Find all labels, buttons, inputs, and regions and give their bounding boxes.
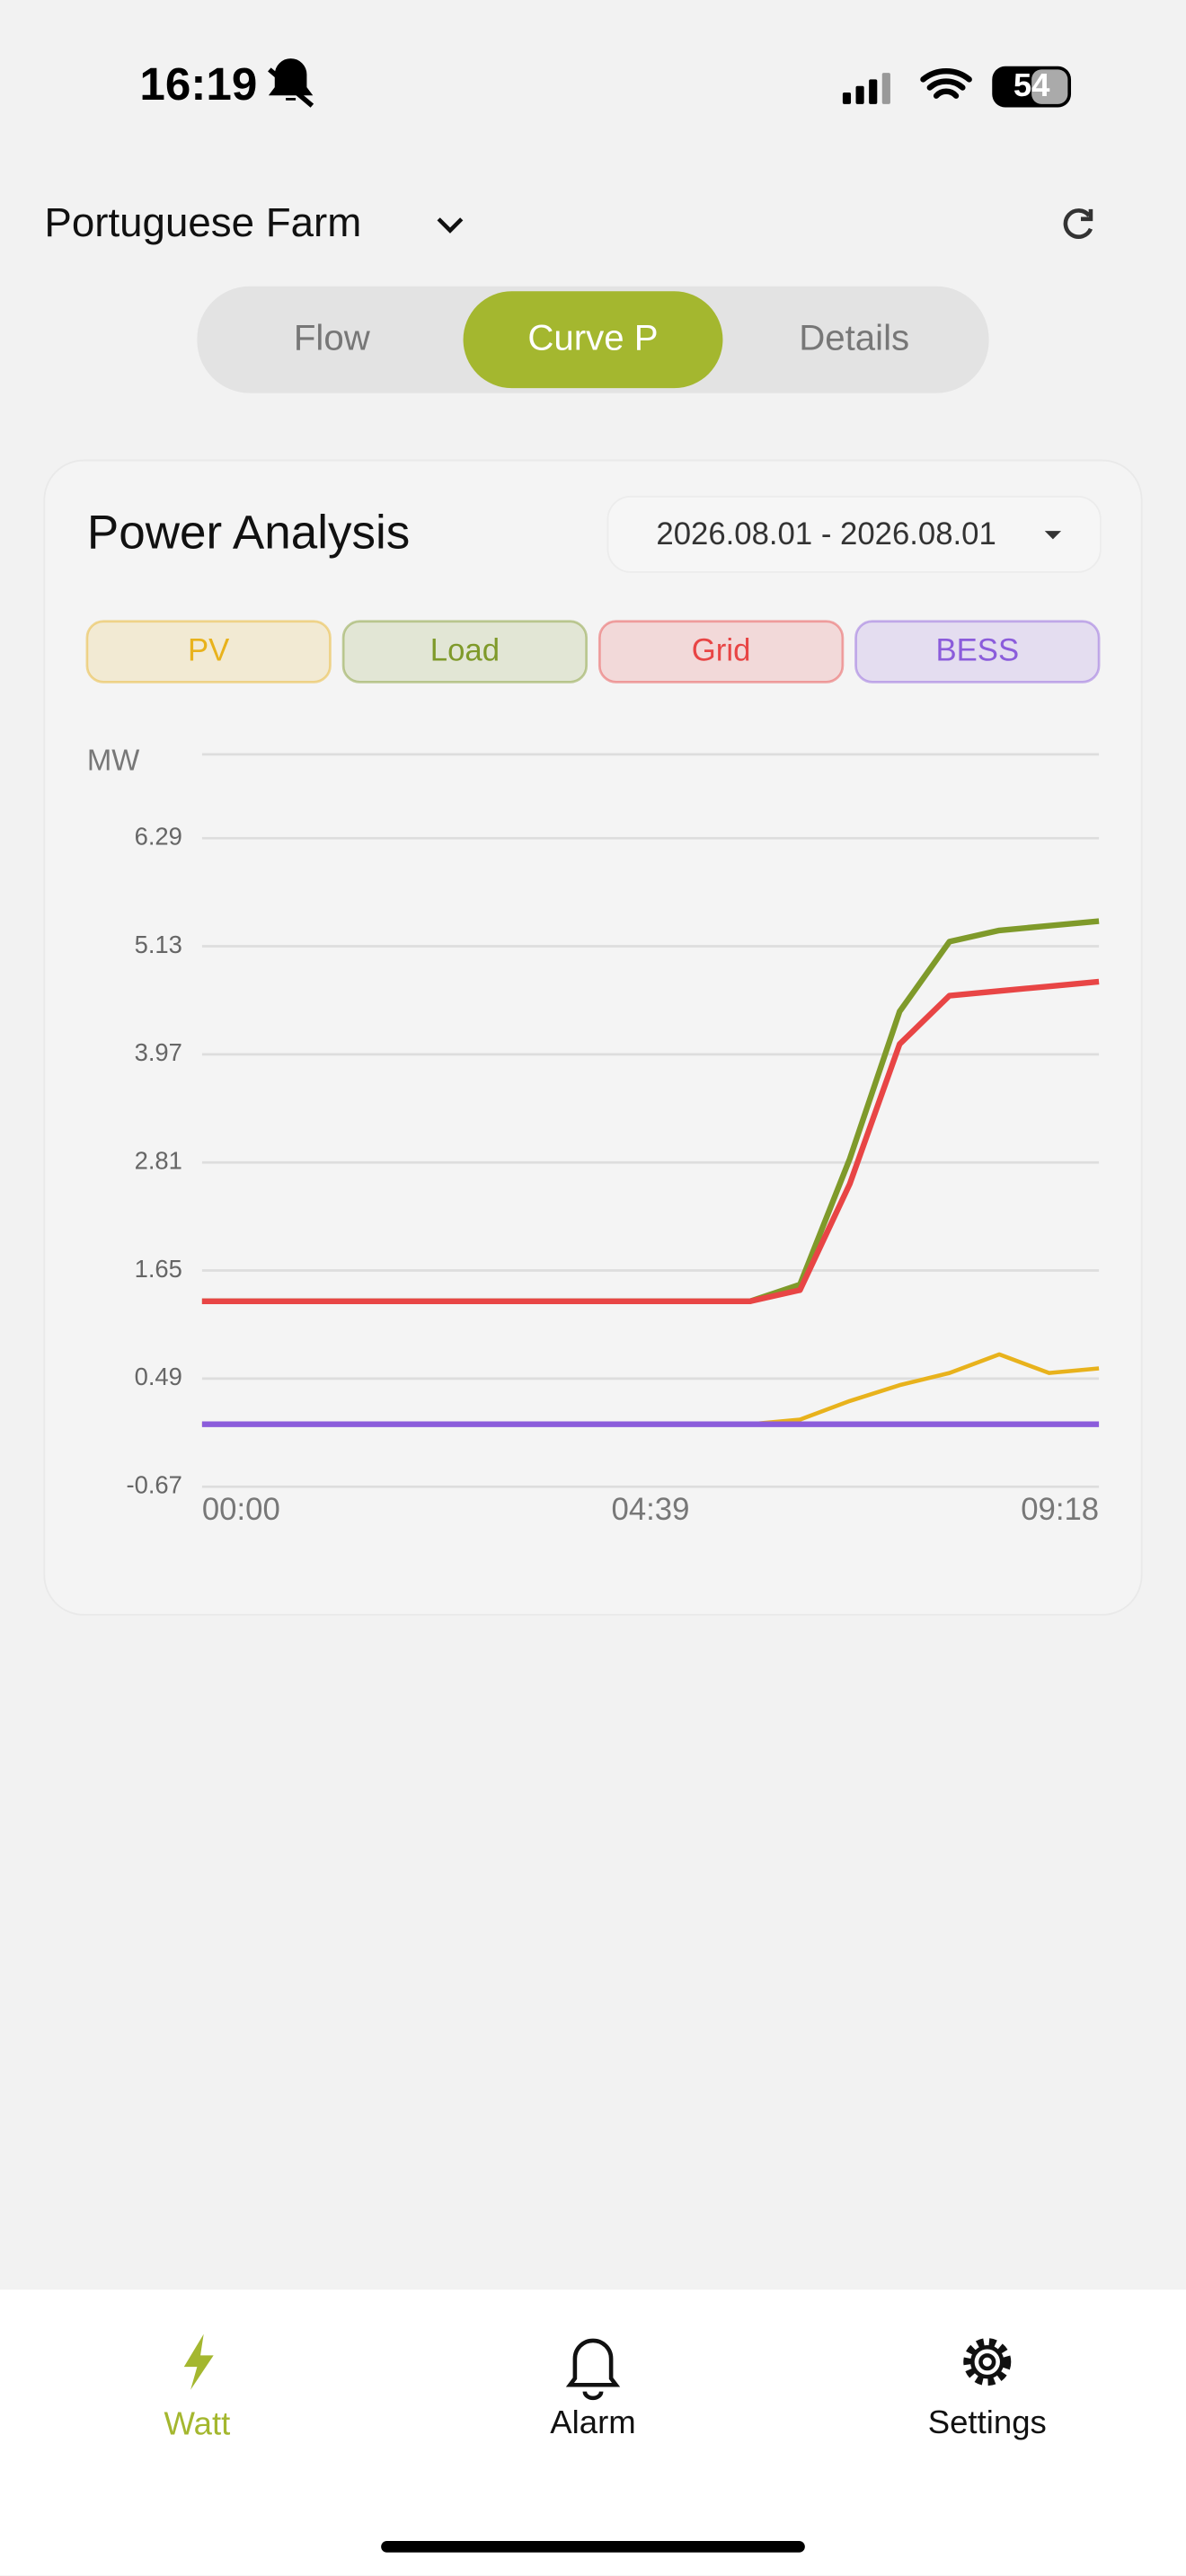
legend-pill[interactable] xyxy=(597,620,845,684)
tab[interactable]: Flow xyxy=(294,318,371,358)
y-tick-label: 5.13 xyxy=(135,931,182,958)
active-tab-bg xyxy=(463,291,723,389)
settings-gear[interactable] xyxy=(963,2338,1012,2386)
legend-label[interactable]: Grid xyxy=(692,634,751,668)
watt-icon[interactable] xyxy=(183,2333,214,2390)
y-axis-label: MW xyxy=(87,744,139,777)
date-picker[interactable] xyxy=(606,495,1102,573)
nav-item[interactable]: Settings xyxy=(928,2404,1047,2440)
signal-icon xyxy=(842,73,890,104)
y-tick-label: 6.29 xyxy=(135,822,182,850)
x-tick-label: 00:00 xyxy=(202,1493,280,1527)
y-tick-label: 3.97 xyxy=(135,1038,182,1066)
y-tick-label: 0.49 xyxy=(135,1363,182,1390)
refresh-icon[interactable] xyxy=(1063,208,1093,239)
legend-pill[interactable] xyxy=(341,620,589,684)
settings-hub[interactable] xyxy=(978,2353,996,2371)
tab[interactable]: Details xyxy=(799,318,909,358)
chart-card xyxy=(43,459,1143,1616)
battery-empty xyxy=(1031,69,1068,104)
y-tick-label: 2.81 xyxy=(135,1146,182,1174)
site-dropdown-icon[interactable] xyxy=(437,217,464,234)
tab-active[interactable]: Curve P xyxy=(527,318,658,358)
alarm-icon[interactable] xyxy=(565,2338,621,2401)
nav-item-active[interactable]: Watt xyxy=(164,2405,230,2442)
y-tick-label: -0.67 xyxy=(126,1470,181,1498)
date-range[interactable]: 2026.08.01 - 2026.08.01 xyxy=(656,517,996,551)
bottom-nav xyxy=(0,2289,1186,2576)
y-tick-label: 1.65 xyxy=(135,1255,182,1283)
series-line xyxy=(201,978,1100,1304)
wifi-icon xyxy=(920,68,972,99)
legend-pill[interactable] xyxy=(854,620,1101,684)
date-dropdown-icon[interactable] xyxy=(1044,531,1062,540)
nav-item[interactable]: Alarm xyxy=(550,2404,635,2440)
site-name[interactable]: Portuguese Farm xyxy=(44,199,361,245)
status-time: 16:19 xyxy=(139,58,257,110)
legend-pill[interactable] xyxy=(85,620,332,684)
legend-label[interactable]: BESS xyxy=(935,634,1019,668)
chart-title: Power Analysis xyxy=(87,507,410,560)
settings-icon[interactable] xyxy=(970,2344,1005,2379)
bell-off-icon xyxy=(268,58,314,101)
x-tick-label: 09:18 xyxy=(1021,1493,1099,1527)
home-indicator xyxy=(381,2540,805,2553)
legend-label[interactable]: Load xyxy=(430,634,500,668)
bell-slash xyxy=(268,67,314,108)
battery-level: 54 xyxy=(1013,66,1050,103)
legend-label[interactable]: PV xyxy=(188,634,229,668)
x-tick-label: 04:39 xyxy=(612,1493,690,1527)
